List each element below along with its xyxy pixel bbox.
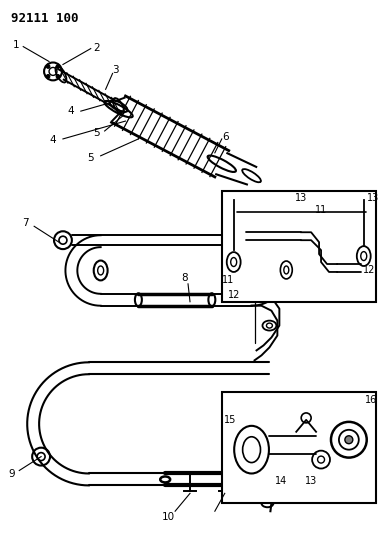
- Circle shape: [46, 64, 50, 68]
- Text: 13: 13: [295, 193, 307, 204]
- Text: 2: 2: [93, 43, 100, 53]
- Text: 5: 5: [93, 128, 100, 138]
- Text: 11: 11: [222, 275, 234, 285]
- Text: 1: 1: [13, 39, 20, 50]
- Text: 15: 15: [224, 415, 236, 425]
- Text: 13: 13: [367, 193, 379, 204]
- Text: 11: 11: [315, 205, 327, 215]
- Text: 14: 14: [275, 477, 288, 487]
- Circle shape: [46, 75, 50, 78]
- Text: 4: 4: [67, 106, 74, 116]
- Bar: [222, 392, 376, 503]
- Bar: [222, 191, 376, 302]
- Text: 5: 5: [87, 153, 94, 163]
- Text: 12: 12: [228, 290, 240, 300]
- Text: 6: 6: [223, 132, 229, 142]
- Circle shape: [345, 436, 353, 443]
- Text: 13: 13: [305, 477, 317, 487]
- Circle shape: [56, 75, 60, 78]
- Text: 4: 4: [50, 135, 56, 145]
- Text: 9: 9: [8, 470, 15, 480]
- Text: 16: 16: [365, 395, 377, 405]
- Circle shape: [56, 64, 60, 68]
- Text: 12: 12: [363, 265, 375, 275]
- Text: 7: 7: [22, 219, 28, 228]
- Text: 3: 3: [112, 66, 119, 76]
- Text: 10: 10: [162, 512, 175, 522]
- Text: 92111 100: 92111 100: [11, 12, 79, 25]
- Text: 8: 8: [182, 273, 188, 283]
